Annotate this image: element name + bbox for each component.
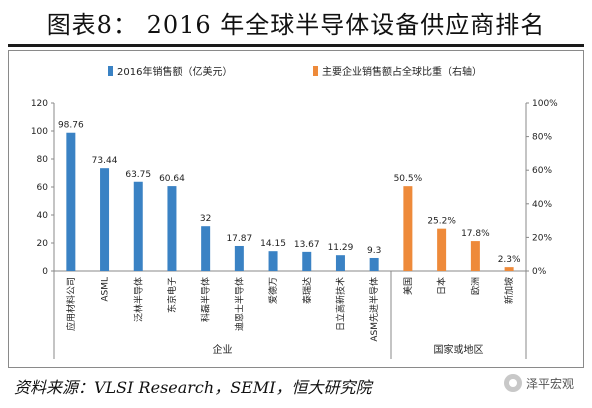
bar-company (100, 168, 110, 271)
bar-company (369, 257, 379, 271)
y-tick-label-left: 40 (37, 211, 49, 221)
y-tick-label-left: 60 (37, 183, 49, 193)
x-tick-label: 日本 (436, 277, 448, 295)
bar-company (66, 132, 76, 271)
y-tick-label-left: 20 (37, 239, 49, 249)
data-label: 63.75 (125, 170, 151, 180)
bar-company (302, 251, 312, 271)
bar-company (201, 226, 211, 271)
x-tick-label: ASM先进半导体 (368, 277, 380, 342)
page-title: 图表8： 2016 年全球半导体设备供应商排名 (46, 10, 546, 39)
data-label: 32 (200, 214, 211, 224)
x-tick-label: 泰瑞达 (301, 277, 313, 304)
y-tick-label-left: 100 (31, 127, 48, 137)
y-tick-label-right: 100% (532, 99, 558, 109)
bar-company (167, 186, 177, 271)
data-label: 98.76 (58, 121, 84, 131)
data-label: 17.8% (461, 229, 490, 239)
data-label: 60.64 (159, 174, 185, 184)
y-tick-label-left: 120 (31, 99, 48, 109)
data-label: 17.87 (226, 234, 252, 244)
y-tick-label-right: 40% (532, 200, 552, 210)
x-tick-label: 泛林半导体 (132, 277, 144, 322)
y-tick-label-right: 20% (532, 233, 552, 243)
data-label: 14.15 (260, 239, 286, 249)
data-label: 11.29 (328, 243, 354, 253)
bar-region (437, 228, 447, 271)
x-tick-label: 迪恩士半导体 (233, 277, 245, 331)
x-tick-label: 爱德万 (267, 277, 279, 304)
x-tick-label: 欧洲 (469, 277, 481, 295)
legend-swatch-s0 (108, 66, 113, 76)
x-tick-label: 美国 (402, 277, 414, 295)
watermark-text: 泽平宏观 (525, 376, 574, 391)
x-tick-label: 新加坡 (503, 277, 515, 304)
y-tick-label-right: 60% (532, 166, 552, 176)
data-label: 13.67 (294, 240, 320, 250)
x-tick-label: 日立高新技术 (334, 277, 346, 331)
x-tick-label: 应用材料公司 (65, 277, 77, 331)
data-label: 50.5% (394, 174, 423, 184)
x-tick-label: 科磊半导体 (200, 277, 212, 322)
watermark: 泽平宏观 (503, 374, 574, 392)
data-label: 2.3% (498, 255, 521, 265)
bar-region (470, 241, 480, 271)
legend-label: 主要企业销售额占全球比重（右轴） (322, 65, 482, 78)
x-tick-label: 东京电子 (166, 277, 178, 313)
group-label: 企业 (213, 343, 233, 356)
data-label: 73.44 (92, 156, 118, 166)
bar-chart: 2016年销售额（亿美元） 主要企业销售额占全球比重（右轴） 0 20 40 60 80 10… (31, 65, 558, 359)
y-tick-label-left: 80 (37, 155, 49, 165)
y-tick-label-left: 0 (42, 267, 48, 277)
group-label: 国家或地区 (434, 343, 484, 356)
y-tick-label-right: 0% (532, 267, 547, 277)
bar-company (234, 245, 244, 271)
source-note: 资料来源：VLSI Research，SEMI，恒大研究院 (14, 378, 372, 397)
bar-company (335, 255, 345, 271)
bar-region (403, 186, 413, 271)
data-label: 9.3 (367, 246, 381, 256)
title-divider (8, 44, 584, 47)
watermark-logo-icon (503, 374, 522, 392)
bar-region (504, 267, 514, 271)
data-label: 25.2% (427, 217, 456, 227)
legend-label: 2016年销售额（亿美元） (117, 65, 232, 78)
y-tick-label-right: 80% (532, 133, 552, 143)
bar-company (133, 181, 143, 271)
x-tick-label: ASML (101, 277, 111, 302)
bar-company (268, 251, 278, 271)
legend-swatch-s1 (313, 66, 318, 76)
